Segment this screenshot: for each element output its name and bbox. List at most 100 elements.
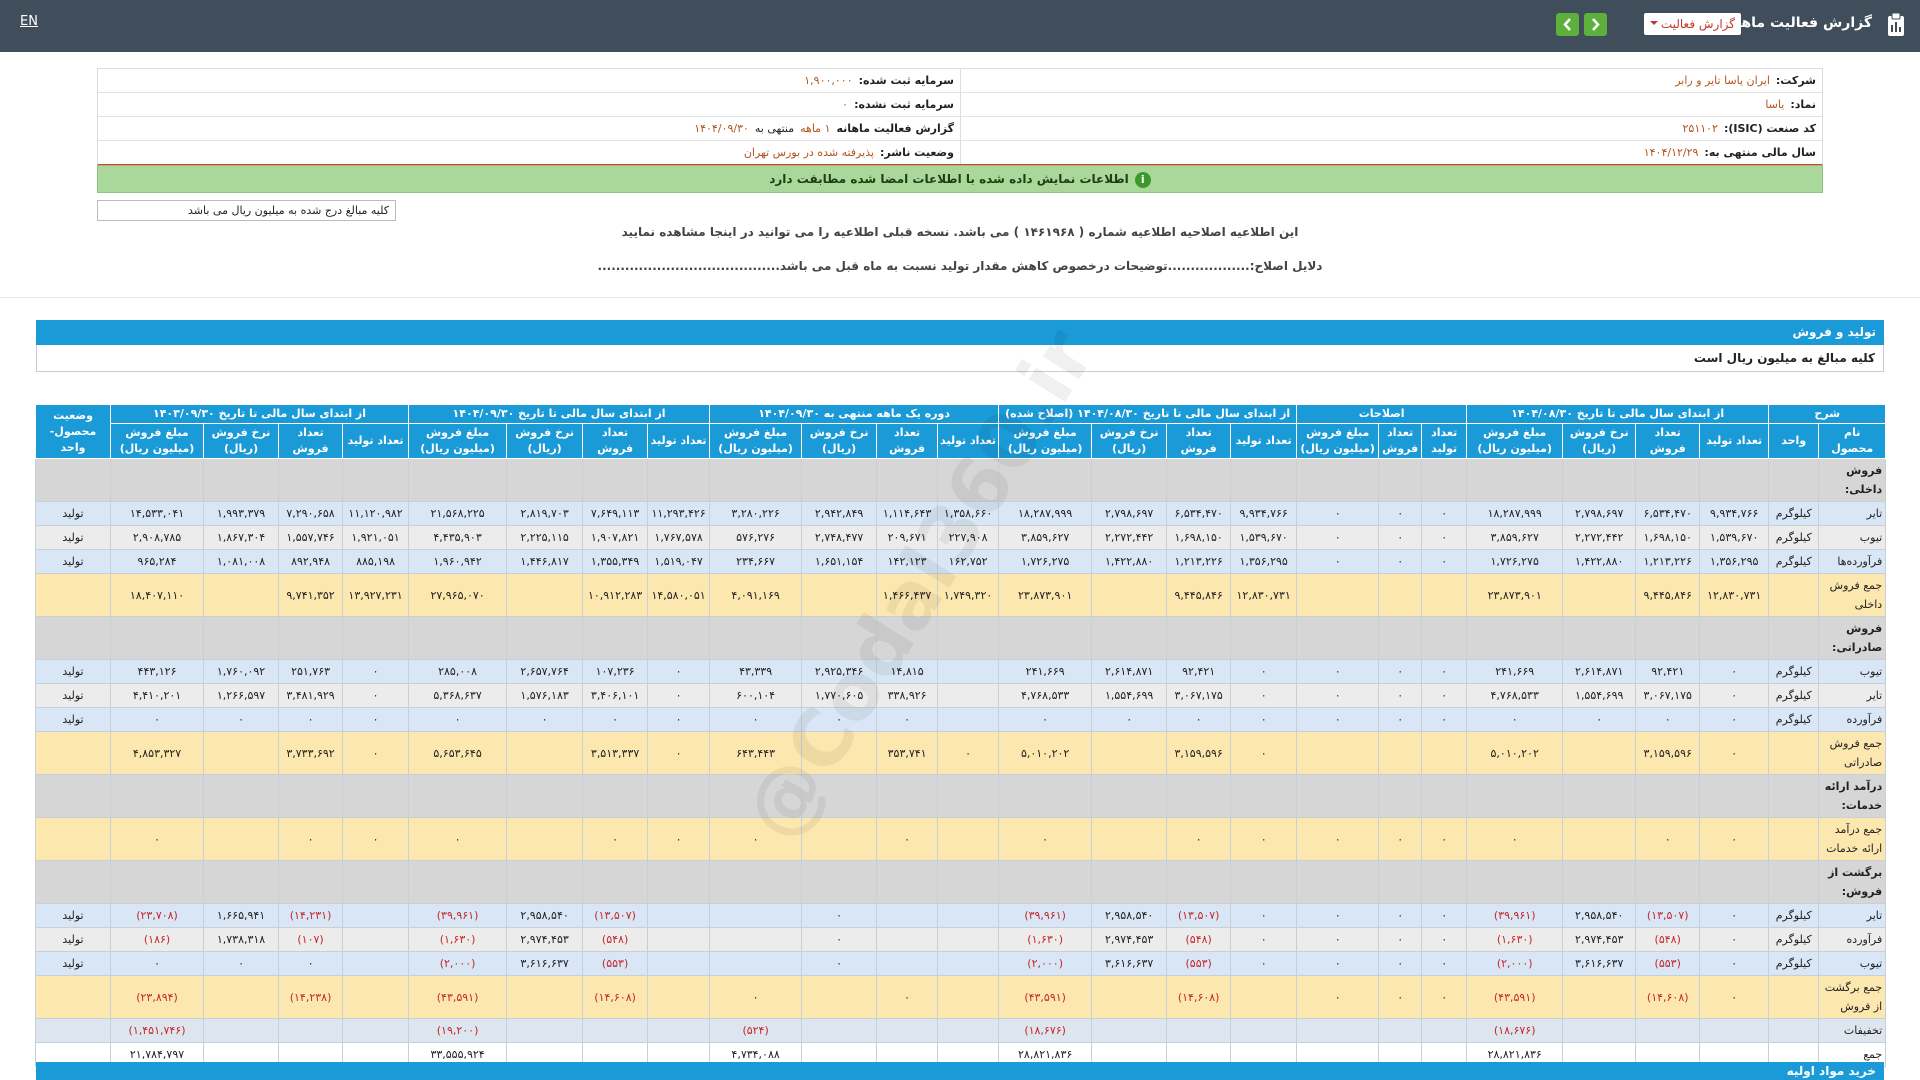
empty-cell (801, 860, 878, 904)
cell: ۰ (203, 707, 280, 732)
empty-cell (1466, 774, 1564, 818)
empty-cell (1699, 616, 1770, 660)
table-row: جمع برگشت از فروش ۰ (۱۴,۶۰۸) (۴۳,۵۹۱) ۰ ۰ ۰ (۱۴… (35, 975, 1887, 1019)
cell: (۴۳,۵۹۱) (998, 975, 1093, 1019)
cell: ۰ (1699, 951, 1770, 976)
column-header: واحد (1768, 423, 1820, 459)
cell: ۴,۴۳۵,۹۰۳ (408, 525, 508, 550)
empty-cell (1421, 573, 1468, 617)
row-label: تایر (1818, 683, 1887, 708)
empty-cell (709, 951, 803, 976)
cell: ۶۴۳,۴۴۳ (709, 731, 803, 775)
cell: ۰ (1296, 903, 1380, 928)
cell: (۱۸,۶۷۶) (1466, 1018, 1564, 1043)
cell: ۰ (801, 951, 878, 976)
cell: ۴,۸۵۳,۳۲۷ (109, 731, 205, 775)
cell: ۱۴۲,۱۲۳ (876, 549, 939, 574)
cell: ۰ (1421, 975, 1468, 1019)
empty-cell (937, 903, 1000, 928)
empty-cell (647, 975, 711, 1019)
cell: ۴,۴۱۰,۲۰۱ (109, 683, 205, 708)
row-label: تیوب (1818, 951, 1887, 976)
info-value: ۱,۹۰۰,۰۰۰ (804, 74, 853, 87)
empty-cell (1421, 616, 1468, 660)
cell: ۱,۴۲۲,۸۸۰ (1091, 549, 1168, 574)
cell: ۰ (1296, 501, 1380, 526)
empty-cell (1091, 860, 1168, 904)
empty-cell (1378, 860, 1423, 904)
cell: ۰ (342, 683, 410, 708)
cell: ۹,۴۴۵,۸۴۶ (1166, 573, 1232, 617)
cell: کیلوگرم (1768, 501, 1820, 526)
empty-cell (506, 616, 584, 660)
empty-cell (937, 951, 1000, 976)
empty-cell (1562, 860, 1637, 904)
cell: ۱,۵۳۹,۶۷۰ (1699, 525, 1770, 550)
cell: ۷,۶۴۹,۱۱۳ (582, 501, 649, 526)
info-cell: سرمایه ثبت شده: ۱,۹۰۰,۰۰۰ (98, 69, 960, 92)
info-icon: i (1134, 171, 1151, 188)
cell: ۰ (1378, 975, 1423, 1019)
language-switch[interactable]: EN (20, 14, 38, 29)
column-header: تعداد فروش (582, 423, 649, 459)
cell: تولید (35, 707, 111, 732)
empty-cell (408, 860, 508, 904)
empty-cell (506, 774, 584, 818)
column-header: تعداد تولید (1230, 423, 1298, 459)
cell: ۳,۰۶۷,۱۷۵ (1166, 683, 1232, 708)
cell: ۰ (1699, 707, 1770, 732)
row-label: جمع فروش صادراتی (1818, 731, 1887, 775)
cell: ۱,۷۷۰,۶۰۵ (801, 683, 878, 708)
subheader-row: نام محصول واحد تعداد تولید تعداد فروش نرخ فر… (36, 423, 1887, 459)
cell: ۱,۵۵۴,۶۹۹ (1091, 683, 1168, 708)
cell: ۱,۵۵۷,۷۴۶ (278, 525, 344, 550)
cell: ۰ (342, 817, 410, 861)
column-header: مبلغ فروش (میلیون ریال) (109, 423, 205, 459)
empty-cell (506, 860, 584, 904)
cell: ۱,۶۶۵,۹۴۱ (203, 903, 280, 928)
cell: ۰ (1421, 525, 1468, 550)
separator (0, 297, 1920, 298)
empty-cell (278, 774, 344, 818)
cell: ۲,۹۵۸,۵۴۰ (1091, 903, 1168, 928)
cell: ۰ (1230, 817, 1298, 861)
empty-cell (647, 927, 711, 952)
cell: تولید (35, 525, 111, 550)
cell: ۰ (1421, 927, 1468, 952)
cell: ۱۲,۸۳۰,۷۳۱ (1230, 573, 1298, 617)
prev-button[interactable] (1556, 13, 1579, 36)
cell: تولید (35, 951, 111, 976)
cell: ۳,۴۰۶,۱۰۱ (582, 683, 649, 708)
empty-cell (35, 975, 111, 1019)
cell: ۰ (1296, 951, 1380, 976)
empty-cell (35, 616, 111, 660)
cell: کیلوگرم (1768, 707, 1820, 732)
next-button[interactable] (1584, 13, 1607, 36)
column-header: تعداد فروش (1378, 423, 1423, 459)
cell: ۰ (1421, 659, 1468, 684)
cell: ۱۶۲,۷۵۲ (937, 549, 1000, 574)
empty-cell (1699, 458, 1770, 502)
table-row: برگشت از فروش: (35, 860, 1887, 904)
empty-cell (1296, 1018, 1380, 1043)
empty-cell (1296, 731, 1380, 775)
empty-cell (1230, 458, 1298, 502)
cell: ۰ (876, 817, 939, 861)
table-row: فرآورده کیلوگرم ۰ (۵۴۸) ۲,۹۷۴,۴۵۳ (۱,۶۳۰) ۰ ۰ ۰ ۰… (35, 927, 1887, 952)
cell: ۲,۹۵۸,۵۴۰ (506, 903, 584, 928)
cell: ۰ (582, 817, 649, 861)
cell: ۰ (1421, 903, 1468, 928)
table-row: فروش صادراتی: (35, 616, 1887, 660)
empty-cell (1296, 573, 1380, 617)
report-dropdown[interactable]: گزارش فعالیت (1644, 13, 1741, 35)
cell: ۰ (342, 659, 410, 684)
cell: ۲,۶۵۷,۷۶۴ (506, 659, 584, 684)
cell: ۱,۳۵۸,۶۶۰ (937, 501, 1000, 526)
cell: ۱۱,۱۲۰,۹۸۲ (342, 501, 410, 526)
empty-cell (35, 731, 111, 775)
cell: ۰ (408, 817, 508, 861)
info-row: نماد: یاسا سرمایه ثبت نشده: ۰ (98, 93, 1822, 117)
production-sales-table: شرح از ابتدای سال مالی تا تاریخ ۱۴۰۴/۰۸/۳… (35, 404, 1887, 1067)
empty-cell (709, 860, 803, 904)
column-header: تعداد تولید (342, 423, 410, 459)
